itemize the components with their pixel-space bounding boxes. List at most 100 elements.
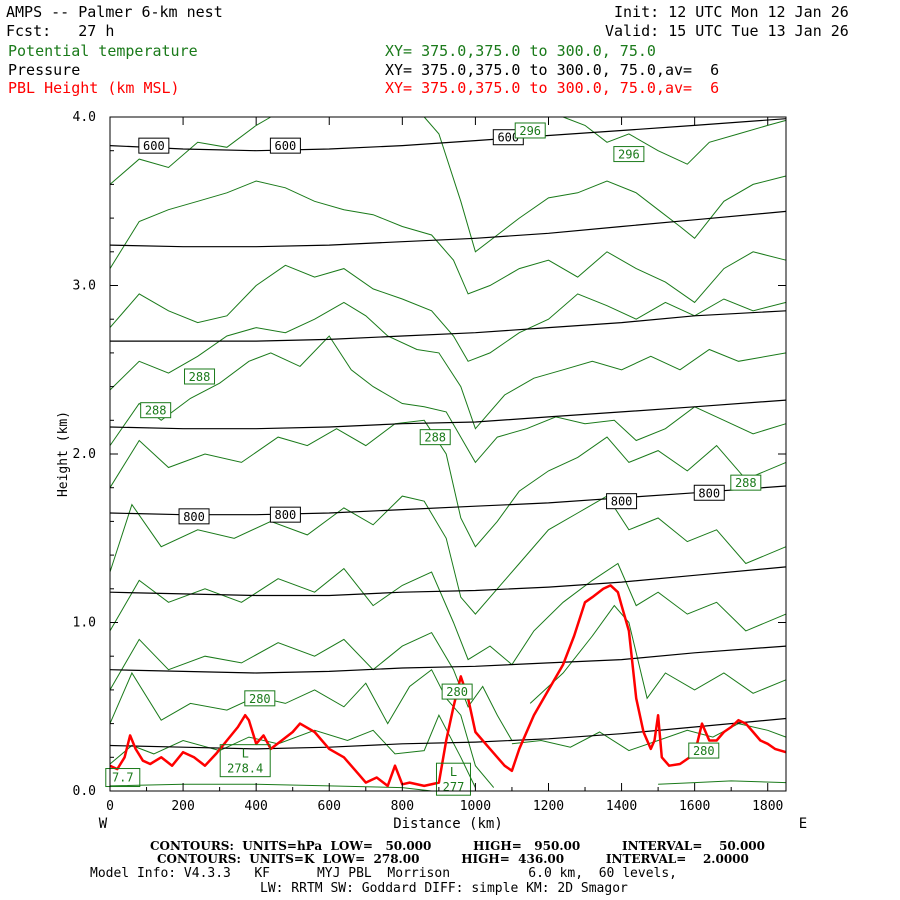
theta-label-7-text: 296: [618, 148, 640, 162]
pressure-contour-600: [109, 210, 787, 248]
pressure-label-5: 800: [606, 493, 638, 510]
low-marker-symbol-0: L: [242, 747, 249, 761]
low-marker-value-0: 278.4: [227, 762, 263, 776]
x-tick-label-1: 200: [171, 799, 194, 814]
y-tick-label-3: 3.0: [73, 279, 96, 294]
field3-xy: XY= 375.0,375.0 to 300.0, 75.0,av= 6: [385, 79, 720, 97]
pressure-label-5-text: 800: [611, 495, 633, 509]
forecast-hour: Fcst: 27 h: [6, 22, 115, 40]
theta-contour-8: [109, 495, 787, 615]
pressure-contour-550: [109, 118, 787, 152]
footer-pressure-contours: CONTOURS: UNITS=hPa LOW= 50.000 HIGH= 95…: [150, 839, 766, 853]
pressure-contour-800: [109, 485, 787, 516]
footer-physics-info: LW: RRTM SW: Goddard DIFF: simple KM: 2D…: [260, 881, 628, 896]
theta-label-2-text: 280: [693, 744, 715, 758]
pressure-label-3: 800: [178, 508, 210, 525]
theta-label-7-box: [613, 146, 645, 163]
theta-label-8-text: 296: [519, 124, 541, 138]
field1-xy: XY= 375.0,375.0 to 300.0, 75.0: [385, 42, 656, 60]
west-label: W: [99, 816, 108, 832]
y-tick-label-0: 0.0: [73, 784, 96, 799]
east-label: E: [799, 816, 807, 832]
theta-label-4-box: [140, 402, 172, 419]
theta-label-0-box: [244, 690, 276, 707]
y-axis-label: Height (km): [56, 411, 71, 497]
theta-contour-11: [109, 301, 787, 430]
pressure-label-4-text: 800: [275, 508, 297, 522]
contour-labels: 600 600 600 800 800 800 800 280 280 280 288 288 288 2…: [105, 122, 762, 796]
theta-label-5: 288: [419, 429, 451, 446]
theta-label-1: 280: [441, 683, 473, 700]
y-tick-label-1: 1.0: [73, 616, 96, 631]
field1-name: Potential temperature: [8, 42, 198, 60]
pressure-contour-650: [110, 310, 787, 342]
low-marker-2: 7.7: [105, 768, 141, 788]
pressure-label-6: 800: [693, 484, 725, 501]
low-marker-box-2: [105, 768, 141, 788]
low-marker-value-2: 7.7: [112, 771, 134, 785]
init-time: Init: 12 UTC Mon 12 Jan 26: [614, 3, 849, 21]
pressure-label-6-box: [693, 484, 725, 501]
pressure-label-2-text: 600: [497, 131, 519, 145]
theta-contours: [109, 116, 787, 792]
theta-label-1-text: 280: [446, 685, 468, 699]
x-tick-label-6: 1200: [533, 799, 564, 814]
field2-xy: XY= 375.0,375.0 to 300.0, 75.0,av= 6: [385, 61, 720, 79]
theta-contour-12: [109, 264, 787, 362]
theta-label-8-box: [514, 122, 546, 139]
theta-contour-2: [658, 780, 787, 785]
pressure-label-5-box: [606, 493, 638, 510]
theta-contour-13: [109, 180, 787, 304]
x-tick-label-9: 1800: [752, 799, 783, 814]
pressure-label-4: 800: [269, 506, 301, 523]
theta-contour-5: [109, 631, 513, 741]
x-tick-label-8: 1600: [679, 799, 710, 814]
x-tick-label-2: 400: [244, 799, 267, 814]
pressure-label-1-box: [269, 137, 301, 154]
theta-contour-7: [109, 562, 787, 666]
x-axis-label: Distance (km): [393, 816, 503, 832]
theta-label-4: 288: [140, 402, 172, 419]
theta-contour-3: [109, 668, 495, 788]
theta-label-5-text: 288: [424, 431, 446, 445]
theta-label-8: 296: [514, 122, 546, 139]
theta-label-3-text: 288: [189, 370, 211, 384]
theta-contour-0: [109, 783, 432, 792]
theta-label-2: 280: [688, 742, 720, 759]
theta-label-2-box: [688, 742, 720, 759]
chart-title: AMPS -- Palmer 6-km nest: [6, 3, 223, 21]
theta-label-4-text: 288: [145, 404, 167, 418]
pressure-label-1-text: 600: [275, 139, 297, 153]
theta-contour-10: [109, 335, 787, 464]
pressure-label-4-box: [269, 506, 301, 523]
field2-name: Pressure: [8, 61, 81, 79]
theta-contour-14: [109, 116, 272, 185]
theta-label-0: 280: [244, 690, 276, 707]
low-marker-box-1: [435, 762, 471, 796]
theta-contour-6: [529, 604, 787, 704]
pressure-contours: [109, 118, 787, 750]
pressure-label-3-text: 800: [183, 510, 205, 524]
x-tick-label-3: 600: [318, 799, 341, 814]
pressure-contour-750: [109, 566, 787, 597]
axes: 0 200 400 600 800 1000 1200 1400 1600 1800 0.0 1.0 2…: [73, 110, 786, 814]
theta-contour-16: [562, 116, 787, 165]
x-tick-label-4: 800: [391, 799, 414, 814]
theta-contour-1: [109, 714, 476, 788]
pressure-label-6-text: 800: [698, 486, 720, 500]
pressure-label-0: 600: [138, 137, 170, 154]
x-tick-label-0: 0: [106, 799, 114, 814]
x-tick-label-7: 1400: [606, 799, 637, 814]
field3-name: PBL Height (km MSL): [8, 79, 180, 97]
low-marker-value-1: 277: [443, 780, 465, 794]
pressure-label-0-box: [138, 137, 170, 154]
pressure-contour-700: [109, 399, 787, 430]
theta-contour-9: [109, 419, 787, 548]
footer-model-info: Model Info: V4.3.3 KF MYJ PBL Morrison 6…: [90, 866, 677, 881]
theta-label-6-box: [730, 474, 762, 491]
theta-label-6-text: 288: [735, 476, 757, 490]
pressure-contour-850: [109, 645, 787, 674]
y-tick-label-4: 4.0: [73, 110, 96, 125]
